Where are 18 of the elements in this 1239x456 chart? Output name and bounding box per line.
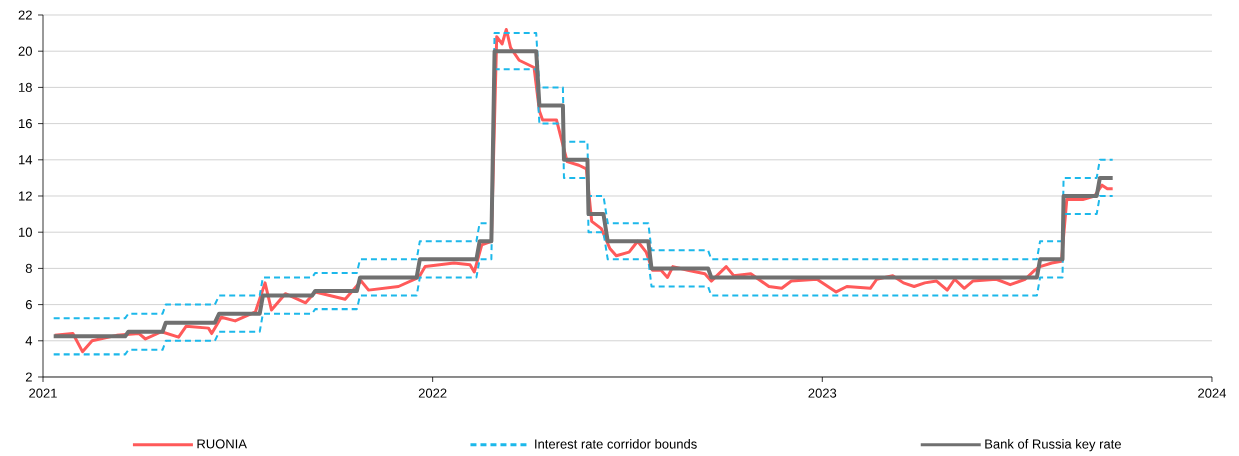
y-tick-label: 8	[25, 263, 32, 273]
y-tick-label: 10	[19, 227, 32, 237]
y-tick-label: 2	[25, 372, 32, 382]
x-tick-label: 2022	[418, 388, 447, 398]
y-tick-label: 22	[18, 10, 32, 20]
x-tick-label: 2023	[808, 388, 837, 398]
x-tick-label: 2021	[29, 388, 57, 398]
y-tick-label: 6	[25, 299, 32, 310]
y-tick-label: 14	[19, 155, 33, 165]
y-tick-label: 4	[25, 336, 33, 346]
legend-label: RUONIA	[197, 439, 247, 449]
legend-label: Interest rate corridor bounds	[535, 439, 697, 449]
y-tick-label: 16	[19, 118, 32, 129]
x-tick-label: 2024	[1198, 388, 1227, 398]
legend-label: Bank of Russia key rate	[985, 439, 1121, 452]
y-tick-label: 12	[19, 191, 32, 201]
y-tick-label: 18	[19, 82, 32, 92]
y-tick-label: 20	[18, 46, 32, 56]
